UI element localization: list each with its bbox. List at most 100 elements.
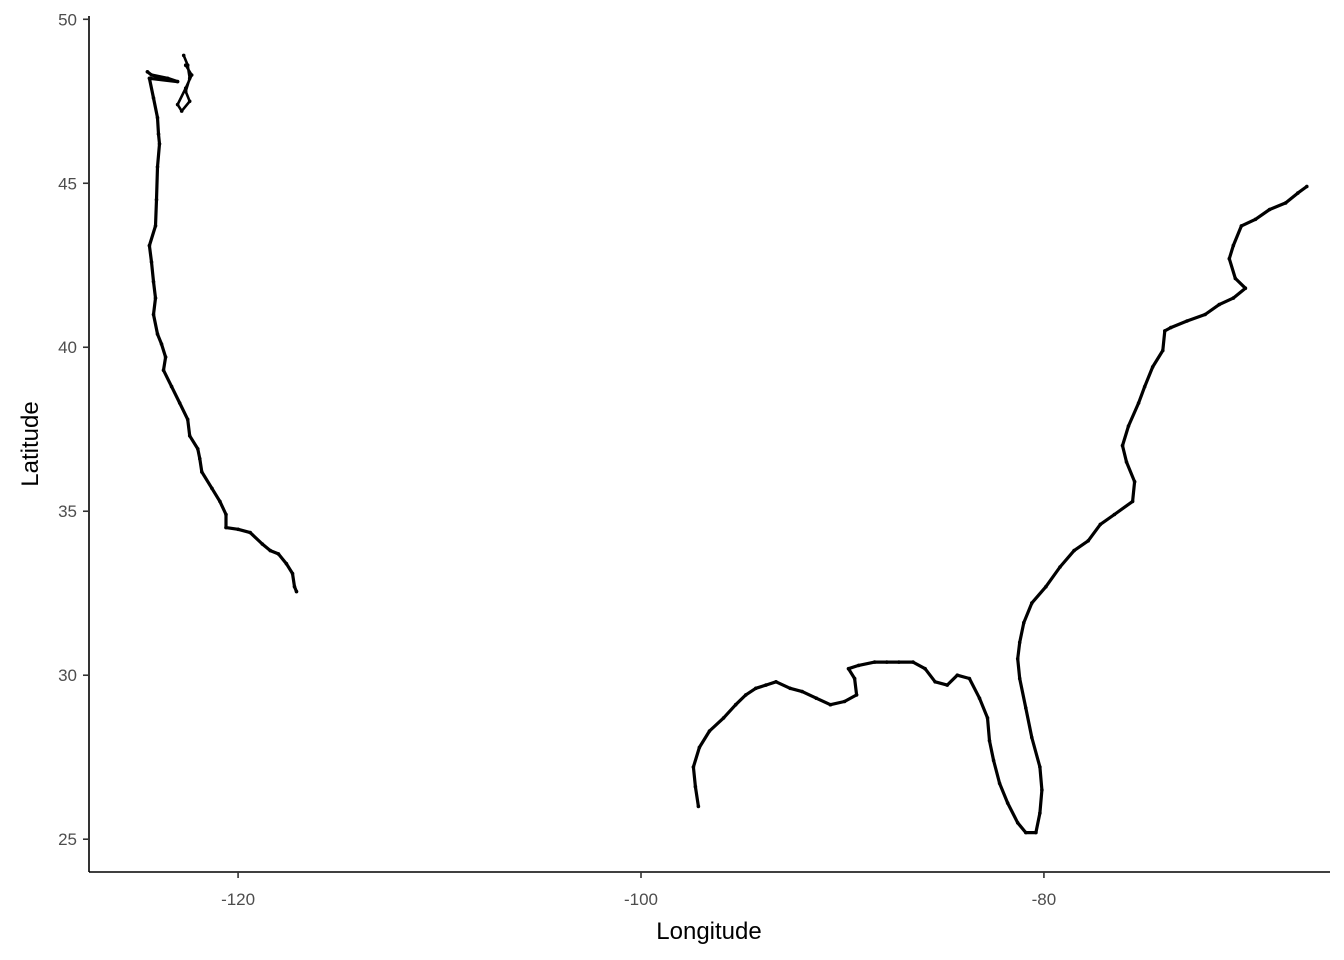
- y-tick-label: 30: [58, 666, 77, 685]
- data-point: [1034, 830, 1038, 835]
- data-point: [1227, 256, 1232, 261]
- data-point: [1112, 512, 1117, 517]
- data-point: [1058, 565, 1062, 569]
- data-point: [1024, 830, 1028, 835]
- data-point: [151, 279, 156, 284]
- data-point: [290, 571, 295, 576]
- data-point: [697, 745, 702, 750]
- data-point: [933, 680, 937, 684]
- data-point: [183, 86, 188, 90]
- data-point: [721, 716, 726, 720]
- y-tick-label: 50: [58, 10, 77, 29]
- data-point: [169, 384, 174, 389]
- y-tick-label: 35: [58, 502, 77, 521]
- data-point: [147, 243, 152, 248]
- data-point: [1017, 640, 1022, 645]
- data-point: [696, 804, 701, 809]
- data-point: [1283, 201, 1288, 205]
- data-point: [198, 457, 202, 461]
- data-point: [157, 142, 162, 146]
- x-tick-label: -100: [624, 890, 658, 909]
- data-point: [218, 499, 222, 504]
- data-point: [1130, 499, 1135, 504]
- data-point: [1132, 479, 1137, 484]
- data-point: [153, 224, 158, 228]
- data-point: [1203, 312, 1207, 317]
- data-point: [1044, 584, 1048, 589]
- coastline-puget-sound: [176, 54, 193, 113]
- data-point: [1086, 539, 1090, 543]
- data-point: [151, 96, 156, 100]
- data-point: [1022, 620, 1026, 625]
- data-point: [1024, 706, 1028, 710]
- data-point: [165, 76, 170, 81]
- data-point: [189, 73, 194, 77]
- data-point: [183, 63, 188, 67]
- data-point: [1243, 286, 1248, 291]
- data-point: [955, 673, 960, 677]
- data-point: [1185, 319, 1189, 323]
- data-point: [159, 342, 164, 346]
- data-point: [1239, 224, 1244, 228]
- data-point: [1253, 217, 1258, 222]
- data-point: [985, 716, 990, 720]
- data-point: [1150, 365, 1155, 369]
- data-point: [1217, 302, 1221, 307]
- data-point: [161, 368, 166, 373]
- data-point: [1136, 401, 1141, 405]
- data-point: [788, 686, 792, 691]
- data-point: [854, 693, 859, 697]
- data-point: [1098, 522, 1103, 527]
- y-axis-title: Latitude: [17, 401, 44, 486]
- data-point: [153, 296, 158, 300]
- data-point: [923, 666, 927, 671]
- data-point: [872, 660, 877, 664]
- data-point: [155, 332, 160, 336]
- data-point: [977, 696, 982, 700]
- data-point: [1233, 276, 1238, 281]
- data-point: [707, 729, 712, 733]
- data-point: [1017, 676, 1022, 681]
- data-point: [248, 530, 252, 535]
- data-point: [987, 739, 992, 743]
- data-point: [754, 686, 758, 691]
- data-point: [187, 99, 192, 104]
- data-point: [1161, 348, 1165, 353]
- data-point: [156, 132, 161, 136]
- data-point: [842, 699, 847, 704]
- data-point: [149, 260, 154, 264]
- data-point: [764, 683, 768, 687]
- data-point: [1296, 191, 1300, 195]
- data-point: [997, 781, 1002, 786]
- data-point: [1163, 329, 1167, 333]
- data-point: [183, 89, 188, 94]
- data-point: [163, 355, 168, 359]
- data-point: [155, 115, 160, 120]
- x-tick-label: -120: [221, 890, 255, 909]
- data-point: [224, 512, 228, 517]
- data-point: [260, 542, 265, 546]
- data-point: [1124, 460, 1129, 464]
- data-point: [155, 165, 160, 169]
- data-point: [185, 417, 190, 422]
- data-point: [1015, 657, 1020, 661]
- data-point: [814, 696, 819, 700]
- data-point: [236, 527, 240, 532]
- data-point: [1005, 801, 1010, 805]
- data-point: [151, 312, 156, 317]
- data-point: [181, 53, 186, 58]
- data-point: [852, 676, 857, 681]
- data-point: [294, 589, 299, 594]
- data-point: [149, 73, 154, 77]
- data-point: [693, 784, 698, 789]
- data-point: [1142, 384, 1147, 389]
- data-point: [1305, 184, 1309, 189]
- data-point: [276, 552, 281, 556]
- x-axis-ticks: -120 -100 -80: [221, 872, 1056, 909]
- data-point: [187, 434, 192, 438]
- data-point: [196, 447, 200, 451]
- data-point: [147, 76, 152, 81]
- data-point: [1015, 821, 1020, 825]
